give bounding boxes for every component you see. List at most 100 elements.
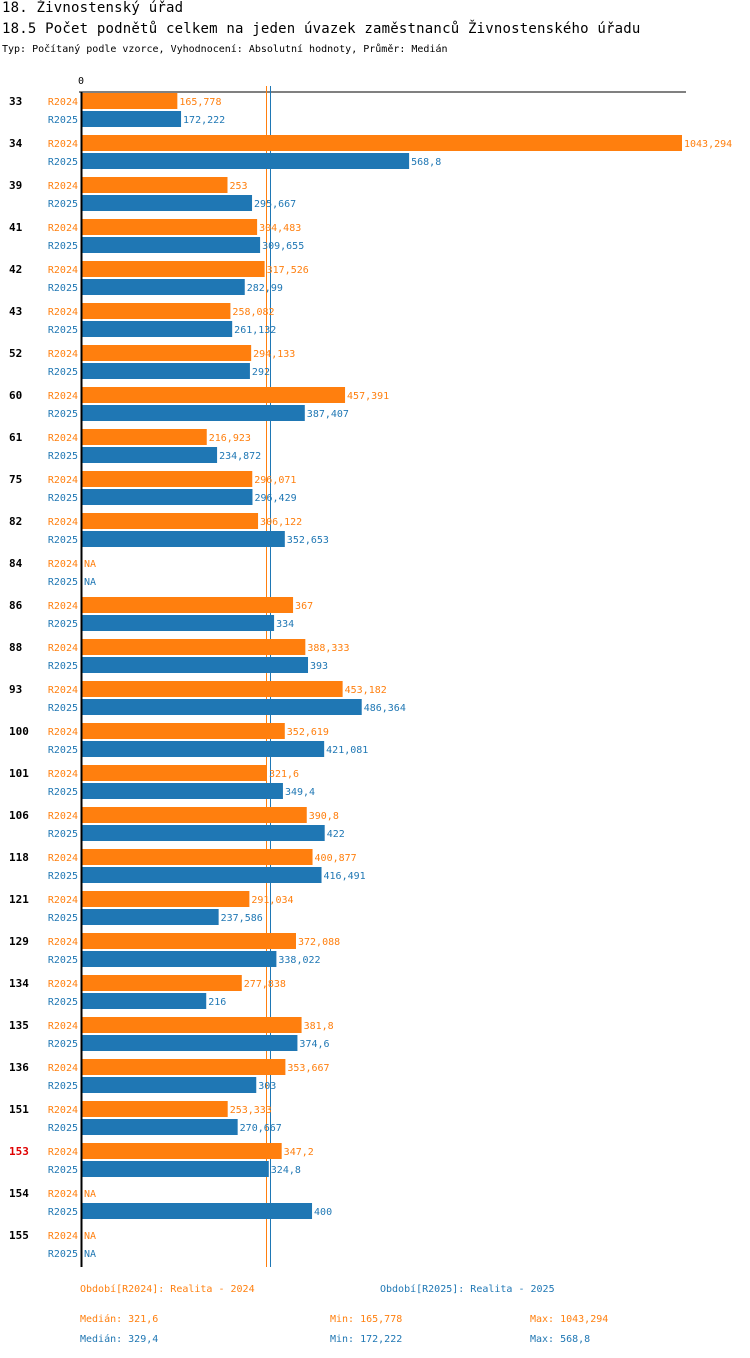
series-label: R2024: [48, 685, 78, 696]
series-label: R2024: [48, 181, 78, 192]
bar-r2025: [82, 615, 275, 631]
category-label: 101: [9, 767, 29, 780]
data-label: 338,022: [278, 955, 320, 966]
chart-title: 18.5 Počet podnětů celkem na jeden úvaze…: [2, 21, 641, 37]
bar-r2024: [82, 1101, 228, 1117]
bar-r2024: [82, 975, 242, 991]
series-label: R2025: [48, 1165, 78, 1176]
series-label: R2025: [48, 1081, 78, 1092]
category-label: 118: [9, 851, 29, 864]
data-label: 295,667: [254, 199, 296, 210]
series-label: R2025: [48, 661, 78, 672]
series-label: R2025: [48, 997, 78, 1008]
bar-r2025: [82, 405, 305, 421]
bar-r2024: [82, 219, 258, 235]
series-label: R2024: [48, 601, 78, 612]
series-label: R2024: [48, 223, 78, 234]
series-label: R2024: [48, 559, 78, 570]
series-label: R2024: [48, 475, 78, 486]
bar-r2024: [82, 639, 306, 655]
bar-r2025: [82, 321, 233, 337]
bar-r2024: [82, 933, 296, 949]
bar-r2025: [82, 195, 253, 211]
data-label: 372,088: [298, 937, 340, 948]
bar-r2025: [82, 1077, 257, 1093]
bar-r2024: [82, 765, 267, 781]
series-label: R2025: [48, 241, 78, 252]
category-label: 52: [9, 347, 22, 360]
data-label: 400,877: [315, 853, 357, 864]
bar-r2024: [82, 681, 343, 697]
bar-r2024: [82, 891, 250, 907]
series-label: R2024: [48, 895, 78, 906]
data-label: 457,391: [347, 391, 389, 402]
category-label: 42: [9, 263, 22, 276]
data-label: 352,653: [287, 535, 329, 546]
series-label: R2025: [48, 325, 78, 336]
bar-r2025: [82, 1035, 298, 1051]
bar-r2024: [82, 303, 231, 319]
bar-r2024: [82, 807, 307, 823]
data-label: 253,333: [230, 1105, 272, 1116]
category-label: 153: [9, 1145, 29, 1158]
min-r2025: Min: 172,222: [330, 1334, 403, 1345]
bar-r2025: [82, 1161, 269, 1177]
data-label: 317,526: [267, 265, 309, 276]
data-label: 324,8: [271, 1165, 301, 1176]
data-label: 277,838: [244, 979, 286, 990]
category-label: 61: [9, 431, 23, 444]
bar-r2025: [82, 867, 322, 883]
section-heading: 18. Živnostenský úřad: [2, 0, 184, 16]
series-label: R2025: [48, 703, 78, 714]
bar-r2025: [82, 1203, 313, 1219]
series-label: R2025: [48, 577, 78, 588]
bar-r2025: [82, 363, 250, 379]
data-label: NA: [84, 1231, 96, 1242]
category-label: 129: [9, 935, 29, 948]
series-label: R2024: [48, 1063, 78, 1074]
data-label: 421,081: [326, 745, 368, 756]
axis-zero-label: 0: [78, 76, 84, 87]
series-label: R2025: [48, 955, 78, 966]
series-label: R2025: [48, 1249, 78, 1260]
category-label: 93: [9, 683, 22, 696]
bar-r2025: [82, 447, 218, 463]
data-label: NA: [84, 577, 96, 588]
bar-r2025: [82, 909, 219, 925]
bar-r2024: [82, 345, 252, 361]
series-label: R2025: [48, 199, 78, 210]
data-label: 349,4: [285, 787, 315, 798]
data-label: 258,082: [232, 307, 274, 318]
max-r2025: Max: 568,8: [530, 1334, 591, 1345]
min-r2024: Min: 165,778: [330, 1314, 403, 1325]
category-label: 154: [9, 1187, 29, 1200]
series-label: R2024: [48, 517, 78, 528]
data-label: 416,491: [324, 871, 366, 882]
series-label: R2025: [48, 745, 78, 756]
bar-r2024: [82, 471, 253, 487]
bar-r2024: [82, 723, 285, 739]
data-label: 253: [230, 181, 248, 192]
category-label: 155: [9, 1229, 29, 1242]
bar-r2025: [82, 657, 309, 673]
series-label: R2024: [48, 307, 78, 318]
data-label: 353,667: [287, 1063, 329, 1074]
bar-r2025: [82, 489, 253, 505]
bar-r2024: [82, 513, 259, 529]
category-label: 136: [9, 1061, 29, 1074]
series-label: R2025: [48, 619, 78, 630]
bar-r2025: [82, 531, 285, 547]
bar-r2025: [82, 825, 325, 841]
bar-r2025: [82, 153, 410, 169]
data-label: 296,429: [254, 493, 296, 504]
legend-r2024: Období[R2024]: Realita - 2024: [80, 1284, 255, 1295]
series-label: R2025: [48, 283, 78, 294]
category-label: 82: [9, 515, 22, 528]
data-label: 568,8: [411, 157, 441, 168]
data-label: NA: [84, 1249, 96, 1260]
bar-r2025: [82, 993, 207, 1009]
data-label: 352,619: [287, 727, 329, 738]
series-label: R2024: [48, 937, 78, 948]
bar-r2025: [82, 741, 325, 757]
bar-r2024: [82, 1017, 302, 1033]
